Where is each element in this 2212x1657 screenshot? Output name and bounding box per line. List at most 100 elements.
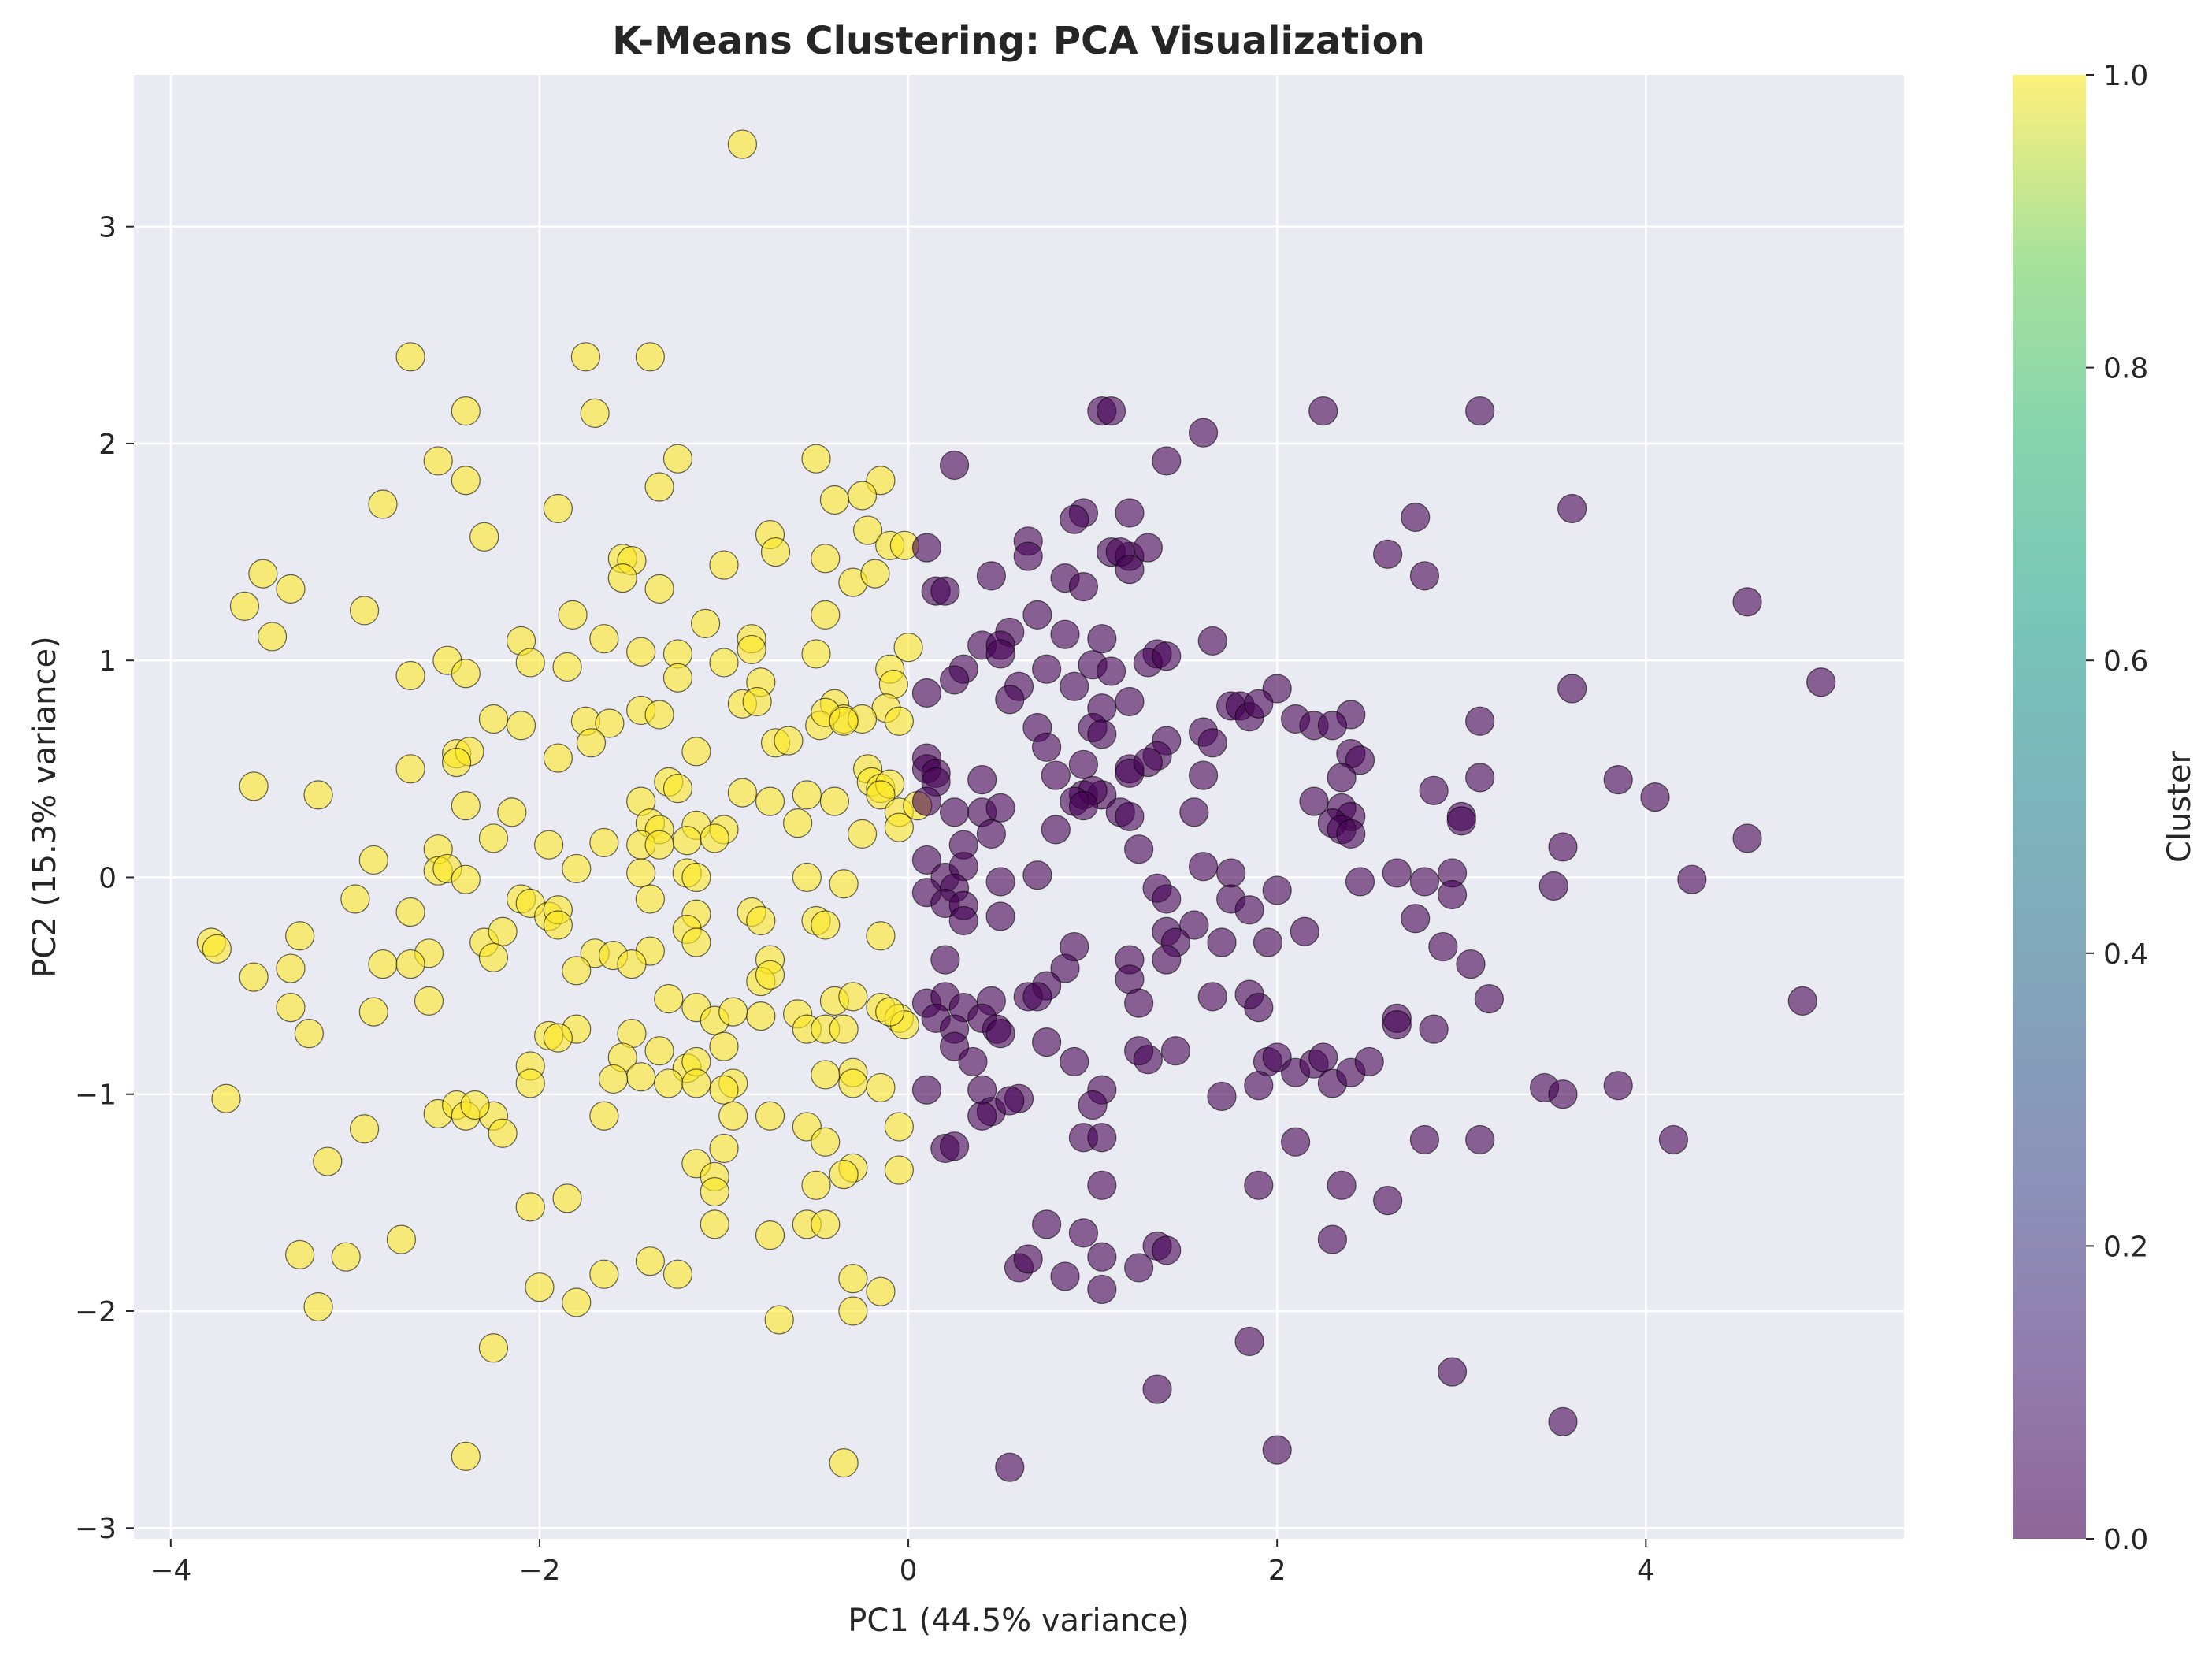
scatter-point-cluster-0 xyxy=(1474,984,1504,1014)
scatter-point-cluster-0 xyxy=(1060,504,1089,534)
scatter-point-cluster-0 xyxy=(1078,1090,1108,1120)
x-tick-label: −2 xyxy=(518,1555,560,1587)
scatter-point-cluster-0 xyxy=(1419,775,1449,805)
scatter-point-cluster-0 xyxy=(1345,867,1375,897)
scatter-point-cluster-0 xyxy=(976,561,1006,591)
scatter-point-cluster-1 xyxy=(718,1101,748,1131)
scatter-point-cluster-0 xyxy=(1244,689,1274,719)
scatter-point-cluster-1 xyxy=(644,1036,674,1066)
scatter-point-cluster-0 xyxy=(1133,533,1163,563)
scatter-point-cluster-1 xyxy=(488,1118,518,1148)
scatter-point-cluster-1 xyxy=(607,563,637,593)
scatter-point-cluster-1 xyxy=(681,862,711,893)
scatter-point-cluster-1 xyxy=(580,398,610,429)
scatter-point-cluster-0 xyxy=(939,450,970,481)
scatter-point-cluster-0 xyxy=(1299,786,1329,816)
colorbar xyxy=(2013,75,2086,1539)
scatter-point-cluster-1 xyxy=(727,129,758,159)
scatter-point-cluster-0 xyxy=(1640,782,1670,812)
scatter-point-cluster-1 xyxy=(294,1019,324,1049)
scatter-point-cluster-1 xyxy=(709,648,739,678)
scatter-point-cluster-1 xyxy=(349,596,380,626)
scatter-point-cluster-1 xyxy=(451,1441,481,1472)
scatter-point-cluster-1 xyxy=(558,600,588,630)
x-axis-ticks: −4 −2 0 2 4 xyxy=(150,1539,1655,1587)
scatter-point-cluster-1 xyxy=(811,544,841,574)
x-tick-label: 2 xyxy=(1268,1555,1286,1587)
scatter-point-cluster-1 xyxy=(838,1264,868,1294)
scatter-point-cluster-1 xyxy=(709,1031,739,1061)
scatter-point-cluster-1 xyxy=(847,819,878,849)
scatter-point-cluster-0 xyxy=(1207,927,1237,957)
scatter-point-cluster-0 xyxy=(1022,600,1052,630)
y-tick-label: −1 xyxy=(75,1079,117,1112)
scatter-point-cluster-1 xyxy=(829,1159,859,1190)
scatter-point-cluster-0 xyxy=(995,685,1025,715)
scatter-point-cluster-0 xyxy=(1308,1042,1338,1072)
scatter-point-cluster-0 xyxy=(1041,760,1071,790)
scatter-point-cluster-1 xyxy=(451,659,481,689)
scatter-point-cluster-0 xyxy=(1465,763,1495,793)
scatter-point-cluster-1 xyxy=(285,921,315,951)
y-tick-label: 3 xyxy=(98,212,117,244)
scatter-point-cluster-0 xyxy=(958,1046,988,1077)
scatter-point-cluster-1 xyxy=(875,997,905,1027)
scatter-point-cluster-0 xyxy=(1373,539,1403,569)
scatter-point-cluster-0 xyxy=(1437,879,1468,910)
scatter-point-cluster-1 xyxy=(760,537,791,567)
scatter-point-cluster-1 xyxy=(368,489,398,519)
scatter-point-cluster-0 xyxy=(985,1019,1015,1049)
scatter-point-cluster-0 xyxy=(1548,1406,1578,1436)
scatter-point-cluster-0 xyxy=(967,764,997,795)
scatter-point-cluster-1 xyxy=(746,905,776,936)
scatter-point-cluster-0 xyxy=(1197,982,1227,1012)
scatter-point-cluster-0 xyxy=(1087,1274,1117,1305)
scatter-point-cluster-1 xyxy=(792,862,822,893)
colorbar-tick-label: 0.0 xyxy=(2103,1524,2148,1556)
scatter-point-cluster-1 xyxy=(829,706,859,736)
scatter-point-cluster-1 xyxy=(395,897,425,927)
scatter-point-cluster-1 xyxy=(811,1127,841,1157)
scatter-point-cluster-1 xyxy=(515,1192,545,1222)
scatter-point-cluster-1 xyxy=(552,652,582,682)
scatter-point-cluster-1 xyxy=(229,591,260,621)
scatter-point-cluster-1 xyxy=(368,949,398,979)
scatter-point-cluster-0 xyxy=(1244,993,1274,1023)
y-axis-ticks: −3 −2 −1 0 1 2 3 xyxy=(75,212,134,1545)
scatter-point-cluster-0 xyxy=(911,1075,942,1105)
scatter-point-cluster-0 xyxy=(985,793,1015,823)
scatter-point-cluster-1 xyxy=(543,910,573,940)
scatter-point-cluster-1 xyxy=(358,997,388,1027)
scatter-point-cluster-0 xyxy=(1317,711,1348,741)
scatter-point-cluster-0 xyxy=(1787,986,1817,1016)
scatter-point-cluster-1 xyxy=(635,884,665,914)
scatter-point-cluster-0 xyxy=(939,1131,970,1161)
scatter-point-cluster-1 xyxy=(838,1068,868,1098)
scatter-point-cluster-0 xyxy=(1152,1235,1182,1265)
scatter-point-cluster-1 xyxy=(303,1291,333,1322)
scatter-point-cluster-0 xyxy=(1142,1374,1172,1404)
scatter-point-cluster-1 xyxy=(746,1001,776,1031)
scatter-point-cluster-1 xyxy=(709,550,739,580)
scatter-point-cluster-0 xyxy=(1060,671,1089,701)
scatter-point-cluster-1 xyxy=(515,648,545,678)
scatter-point-cluster-0 xyxy=(1557,674,1587,704)
scatter-point-cluster-1 xyxy=(313,1146,343,1176)
scatter-point-cluster-0 xyxy=(911,678,942,708)
scatter-point-cluster-1 xyxy=(635,1246,665,1276)
scatter-point-cluster-1 xyxy=(543,1023,573,1053)
scatter-point-cluster-0 xyxy=(1409,561,1440,591)
scatter-point-cluster-0 xyxy=(1437,1357,1468,1387)
scatter-point-cluster-1 xyxy=(829,869,859,899)
scatter-point-cluster-0 xyxy=(1234,895,1264,925)
colorbar-tick-label: 0.8 xyxy=(2103,353,2148,385)
scatter-point-cluster-1 xyxy=(866,1276,896,1306)
scatter-point-cluster-1 xyxy=(811,1060,841,1090)
scatter-point-cluster-1 xyxy=(742,686,772,717)
scatter-point-cluster-0 xyxy=(1160,1036,1191,1066)
scatter-point-cluster-1 xyxy=(340,884,370,914)
scatter-point-cluster-0 xyxy=(1087,1242,1117,1272)
scatter-point-cluster-0 xyxy=(1152,884,1182,914)
scatter-point-cluster-1 xyxy=(838,1296,868,1326)
scatter-point-cluster-1 xyxy=(552,1183,582,1213)
